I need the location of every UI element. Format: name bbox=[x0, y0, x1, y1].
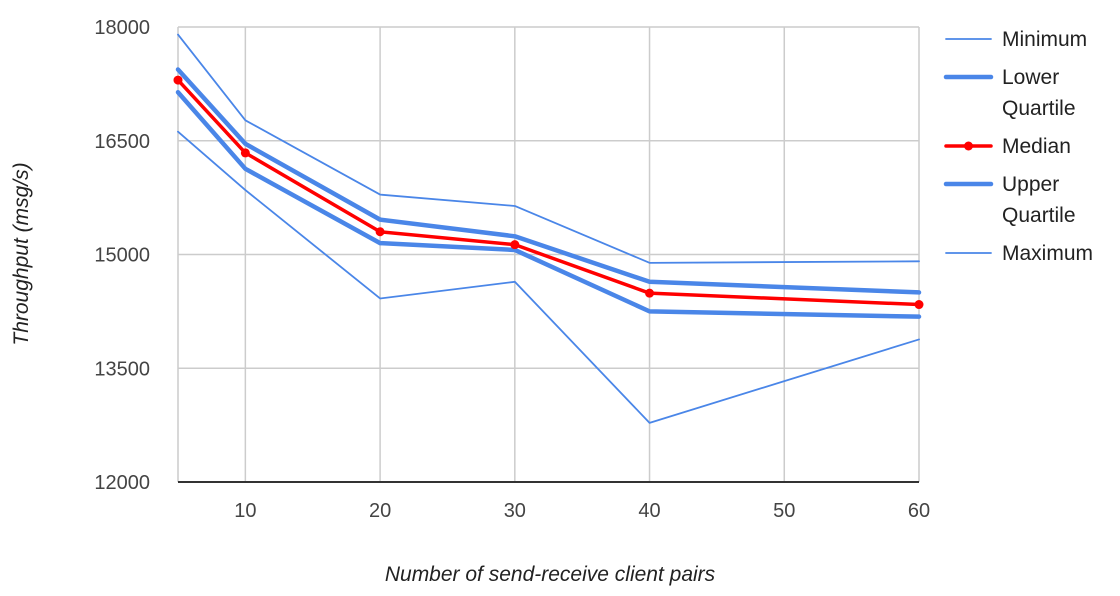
x-tick-label: 10 bbox=[234, 500, 256, 522]
series-point-median bbox=[645, 288, 655, 298]
x-tick-label: 40 bbox=[638, 500, 660, 522]
series-point-median bbox=[375, 227, 385, 237]
series-lines bbox=[173, 33, 924, 424]
x-tick-label: 30 bbox=[504, 500, 526, 522]
legend-label-lower: Lower bbox=[1002, 66, 1059, 89]
y-tick-label: 16500 bbox=[94, 131, 150, 153]
series-point-median bbox=[510, 240, 520, 250]
series-point-median bbox=[173, 75, 183, 85]
y-tick-label: 18000 bbox=[94, 17, 150, 39]
grid-lines bbox=[177, 26, 920, 483]
tick-labels: 10 20 30 40 50 60 12000 13500 15000 16500 18000 bbox=[94, 17, 930, 522]
series-point-median bbox=[914, 300, 924, 310]
legend-marker-median bbox=[964, 141, 973, 151]
legend-label-median: Median bbox=[1002, 135, 1071, 158]
y-tick-label: 15000 bbox=[94, 245, 150, 267]
y-axis-label: Throughput (msg/s) bbox=[10, 162, 33, 345]
series-line-median bbox=[176, 78, 921, 307]
x-tick-label: 60 bbox=[908, 500, 930, 522]
legend-label-maximum: Maximum bbox=[1002, 242, 1093, 265]
series-line-minimum bbox=[177, 130, 920, 424]
legend: Minimum Lower Quartile Median Upper Quartile M… bbox=[943, 28, 1093, 265]
y-tick-label: 12000 bbox=[94, 472, 150, 494]
legend-label-upper: Quartile bbox=[1002, 204, 1076, 227]
x-tick-label: 50 bbox=[773, 500, 795, 522]
y-tick-label: 13500 bbox=[94, 358, 150, 380]
series-line-lower bbox=[175, 89, 922, 319]
x-axis-label: Number of send-receive client pairs bbox=[385, 563, 716, 586]
legend-label-minimum: Minimum bbox=[1002, 28, 1087, 51]
legend-label-upper: Upper bbox=[1002, 173, 1059, 196]
legend-label-lower: Quartile bbox=[1002, 97, 1076, 120]
series-line-upper bbox=[175, 67, 922, 295]
series-line-maximum bbox=[177, 33, 920, 264]
series-point-median bbox=[240, 148, 250, 158]
x-tick-label: 20 bbox=[369, 500, 391, 522]
